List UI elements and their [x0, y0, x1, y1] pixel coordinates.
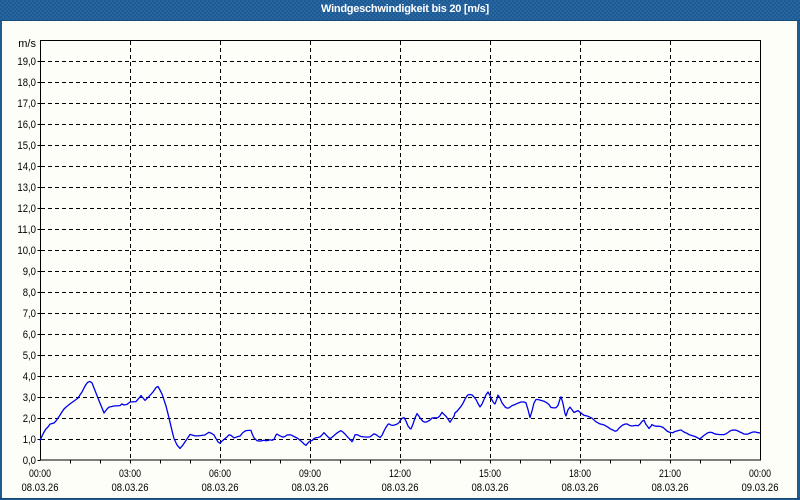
svg-text:21:00: 21:00: [659, 468, 681, 480]
svg-text:08.03.26: 08.03.26: [22, 482, 59, 494]
svg-text:19,0: 19,0: [17, 56, 36, 68]
svg-text:4,0: 4,0: [23, 371, 36, 383]
svg-text:5,0: 5,0: [23, 350, 36, 362]
svg-text:7,0: 7,0: [23, 308, 36, 320]
svg-text:09.03.26: 09.03.26: [742, 482, 779, 494]
svg-text:17,0: 17,0: [17, 98, 36, 110]
svg-text:12:00: 12:00: [389, 468, 411, 480]
svg-text:06:00: 06:00: [209, 468, 231, 480]
svg-text:3,0: 3,0: [23, 392, 36, 404]
svg-text:08.03.26: 08.03.26: [472, 482, 509, 494]
svg-text:11,0: 11,0: [17, 224, 36, 236]
svg-text:08.03.26: 08.03.26: [202, 482, 239, 494]
svg-text:08.03.26: 08.03.26: [562, 482, 599, 494]
svg-text:12,0: 12,0: [17, 203, 36, 215]
svg-text:18:00: 18:00: [569, 468, 591, 480]
svg-text:10,0: 10,0: [17, 245, 36, 257]
svg-text:1,0: 1,0: [23, 434, 36, 446]
svg-text:13,0: 13,0: [17, 182, 36, 194]
svg-text:15:00: 15:00: [479, 468, 501, 480]
svg-text:14,0: 14,0: [17, 161, 36, 173]
svg-text:00:00: 00:00: [29, 468, 51, 480]
svg-text:00:00: 00:00: [749, 468, 771, 480]
svg-text:16,0: 16,0: [17, 119, 36, 131]
svg-text:2,0: 2,0: [23, 413, 36, 425]
svg-text:9,0: 9,0: [23, 266, 36, 278]
svg-text:08.03.26: 08.03.26: [652, 482, 689, 494]
svg-text:08.03.26: 08.03.26: [112, 482, 149, 494]
svg-text:08.03.26: 08.03.26: [292, 482, 329, 494]
svg-text:18,0: 18,0: [17, 77, 36, 89]
svg-text:08.03.26: 08.03.26: [382, 482, 419, 494]
svg-text:03:00: 03:00: [119, 468, 141, 480]
svg-text:15,0: 15,0: [17, 140, 36, 152]
svg-text:m/s: m/s: [18, 38, 36, 50]
svg-text:6,0: 6,0: [23, 329, 36, 341]
svg-text:0,0: 0,0: [23, 455, 36, 467]
svg-text:09:00: 09:00: [299, 468, 321, 480]
svg-text:8,0: 8,0: [23, 287, 36, 299]
